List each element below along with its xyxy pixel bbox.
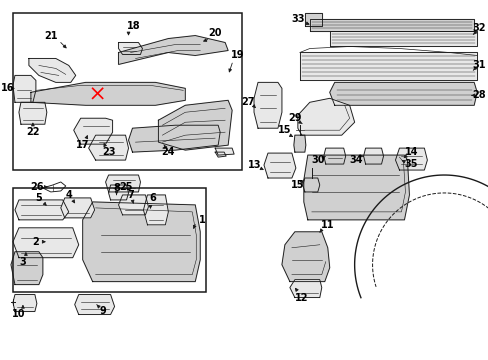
Text: 6: 6 [149, 193, 156, 203]
Polygon shape [293, 135, 305, 152]
Polygon shape [304, 13, 321, 26]
Text: 7: 7 [127, 190, 134, 200]
Polygon shape [74, 118, 112, 144]
Text: 8: 8 [113, 183, 120, 193]
Polygon shape [253, 82, 282, 128]
Text: 3: 3 [20, 257, 26, 267]
Text: 26: 26 [30, 182, 43, 192]
Text: 5: 5 [36, 193, 42, 203]
Polygon shape [118, 36, 228, 64]
Polygon shape [105, 175, 140, 192]
Text: 18: 18 [126, 21, 140, 31]
Text: 20: 20 [208, 28, 222, 37]
Text: 25: 25 [119, 182, 132, 192]
Text: 15: 15 [290, 180, 304, 190]
Text: 30: 30 [310, 155, 324, 165]
Polygon shape [282, 232, 329, 282]
Text: 14: 14 [404, 147, 417, 157]
Text: 13: 13 [248, 160, 261, 170]
Polygon shape [118, 42, 142, 54]
Polygon shape [299, 53, 476, 80]
Text: 28: 28 [471, 90, 485, 100]
Polygon shape [75, 294, 114, 315]
Polygon shape [61, 198, 95, 218]
Polygon shape [88, 135, 128, 160]
Text: 31: 31 [471, 60, 485, 71]
Polygon shape [13, 294, 37, 311]
Polygon shape [82, 202, 200, 282]
Text: 27: 27 [241, 97, 254, 107]
Text: 1: 1 [199, 215, 205, 225]
Polygon shape [302, 178, 319, 192]
Text: 4: 4 [65, 190, 72, 200]
Polygon shape [13, 75, 36, 102]
Text: 29: 29 [287, 113, 301, 123]
Polygon shape [329, 82, 476, 105]
Text: 2: 2 [32, 237, 39, 247]
Polygon shape [31, 82, 185, 105]
Polygon shape [395, 148, 427, 170]
Polygon shape [118, 195, 148, 215]
Polygon shape [108, 185, 128, 200]
Polygon shape [215, 152, 225, 157]
Bar [13, 13, 242, 170]
Text: 19: 19 [231, 50, 244, 60]
Text: 15: 15 [278, 125, 291, 135]
Text: 24: 24 [161, 147, 175, 157]
Polygon shape [158, 100, 232, 150]
Polygon shape [128, 125, 220, 152]
Polygon shape [15, 200, 69, 220]
Text: 10: 10 [12, 310, 26, 319]
Text: 12: 12 [294, 293, 308, 302]
Polygon shape [29, 58, 76, 82]
Text: 16: 16 [1, 84, 15, 93]
Text: 33: 33 [290, 14, 304, 24]
Text: 32: 32 [471, 23, 485, 33]
Polygon shape [143, 195, 168, 225]
Polygon shape [289, 280, 321, 298]
Polygon shape [329, 31, 476, 45]
Text: 11: 11 [320, 220, 334, 230]
Polygon shape [19, 102, 47, 124]
Polygon shape [13, 228, 79, 258]
Text: 21: 21 [44, 31, 58, 41]
Polygon shape [297, 98, 354, 135]
Text: 23: 23 [102, 147, 115, 157]
Polygon shape [303, 155, 408, 220]
Text: 9: 9 [99, 306, 106, 316]
Polygon shape [363, 148, 383, 164]
Polygon shape [215, 148, 234, 155]
Polygon shape [11, 252, 43, 285]
Bar [13, 188, 206, 292]
Text: 17: 17 [76, 140, 89, 150]
Polygon shape [323, 148, 345, 164]
Text: 34: 34 [348, 155, 362, 165]
Polygon shape [264, 153, 295, 178]
Text: 22: 22 [26, 127, 40, 137]
Polygon shape [309, 19, 473, 31]
Text: 35: 35 [404, 159, 417, 169]
